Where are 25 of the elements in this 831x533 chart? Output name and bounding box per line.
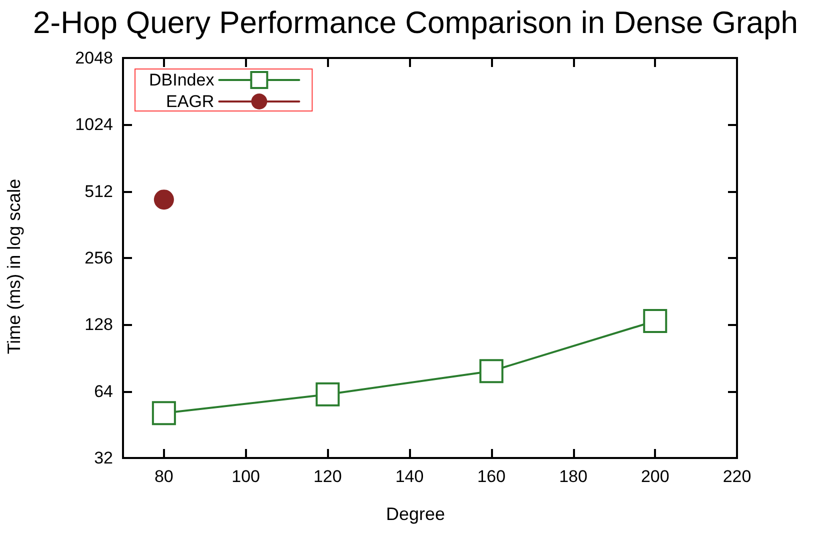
y-tick-label: 512 bbox=[84, 182, 113, 201]
x-tick-label: 120 bbox=[313, 467, 342, 486]
y-tick-label: 1024 bbox=[75, 115, 113, 134]
x-tick-label: 140 bbox=[395, 467, 424, 486]
x-axis-title: Degree bbox=[386, 504, 446, 524]
legend-label: DBIndex bbox=[149, 70, 215, 90]
x-tick-label: 180 bbox=[559, 467, 588, 486]
y-tick-label: 64 bbox=[94, 382, 113, 401]
point bbox=[643, 308, 668, 333]
x-tick-label: 80 bbox=[154, 467, 174, 486]
x-tick-label: 200 bbox=[640, 467, 670, 486]
point bbox=[154, 190, 174, 210]
y-tick-label: 128 bbox=[84, 315, 113, 334]
x-tick-label: 100 bbox=[232, 467, 260, 486]
point bbox=[152, 401, 176, 426]
y-axis-title: Time (ms) in log scale bbox=[4, 178, 24, 354]
x-tick-label: 160 bbox=[477, 467, 506, 486]
legend-label: EAGR bbox=[166, 92, 214, 111]
point bbox=[479, 359, 504, 384]
y-tick-label: 2048 bbox=[75, 48, 113, 68]
y-tick-label: 32 bbox=[94, 448, 113, 468]
point bbox=[316, 382, 340, 406]
x-tick-label: 220 bbox=[722, 467, 752, 486]
chart-title: 2-Hop Query Performance Comparison in Dense Graph bbox=[32, 5, 798, 40]
y-tick-label: 256 bbox=[84, 248, 113, 268]
